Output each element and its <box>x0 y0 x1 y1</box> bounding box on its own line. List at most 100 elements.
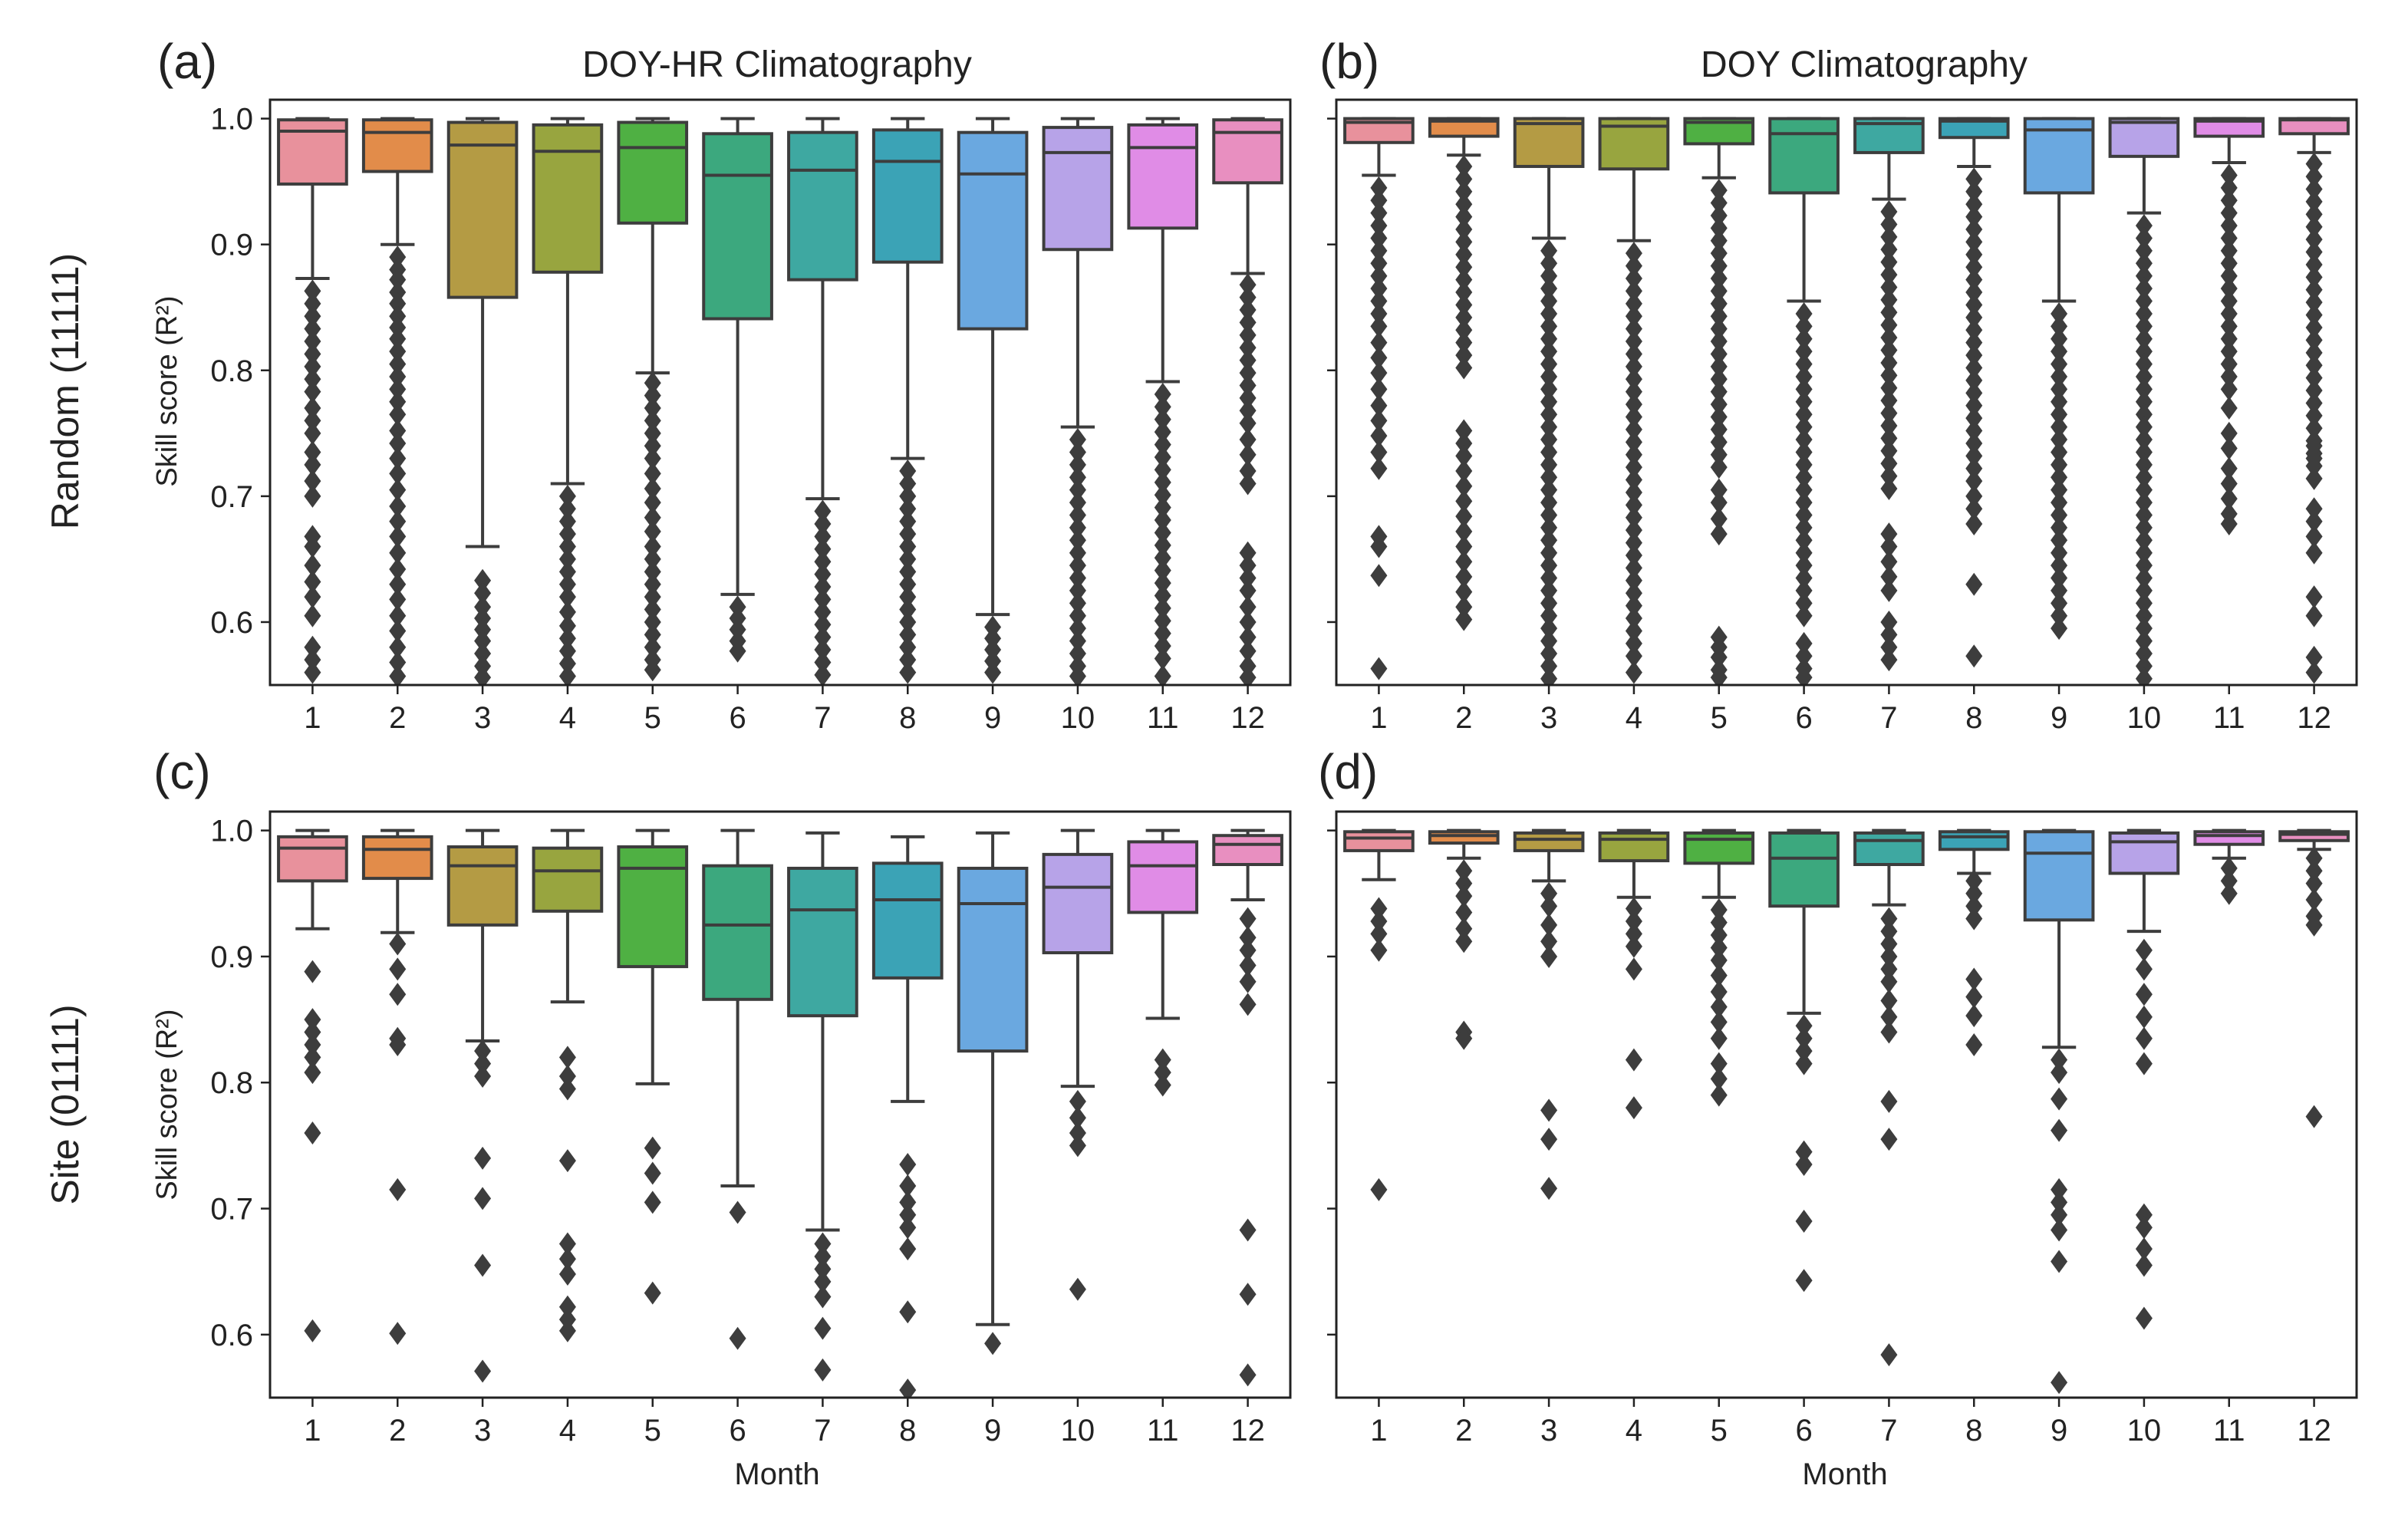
outlier-point <box>1540 453 1558 476</box>
outlier-point <box>1370 214 1388 238</box>
outlier-point <box>558 560 576 584</box>
outlier-point <box>304 330 321 354</box>
outlier-point <box>1625 556 1642 580</box>
outlier-point <box>899 1237 917 1261</box>
outlier-point <box>1154 509 1171 532</box>
panel-c-x-axis-label: Month <box>734 1457 819 1491</box>
outlier-point <box>1154 521 1171 545</box>
outlier-point <box>899 560 917 584</box>
outlier-point <box>304 1046 321 1069</box>
outlier-point <box>1069 515 1086 539</box>
outlier-point <box>2220 436 2238 460</box>
outlier-point <box>1540 617 1558 641</box>
outlier-point <box>1455 535 1473 558</box>
box-iqr <box>617 120 689 225</box>
outlier-point <box>1625 506 1642 529</box>
outlier-point <box>2051 1218 2068 1242</box>
outlier-point <box>1154 571 1171 595</box>
outlier-point <box>1069 428 1086 452</box>
outlier-point <box>304 317 321 341</box>
outlier-point <box>1239 459 1257 483</box>
outlier-point <box>1965 193 1983 216</box>
box-month-4 <box>532 117 604 685</box>
y-tick-label: 0.6 <box>210 1319 253 1352</box>
outlier-point <box>1880 427 1898 450</box>
outlier-point <box>474 568 492 592</box>
outlier-point <box>389 588 407 611</box>
outlier-point <box>1455 474 1473 498</box>
outlier-point <box>1455 565 1473 588</box>
outlier-point <box>474 1065 492 1088</box>
outlier-point <box>2135 453 2153 476</box>
outlier-point <box>304 453 321 476</box>
outlier-point <box>1965 881 1983 905</box>
box-month-8 <box>871 835 944 1398</box>
outlier-point <box>1540 1177 1558 1200</box>
outlier-point <box>2135 529 2153 552</box>
box-iqr <box>532 846 604 913</box>
outlier-point <box>2135 289 2153 313</box>
outlier-point <box>2305 888 2323 912</box>
outlier-point <box>2051 428 2068 452</box>
outlier-point <box>1880 907 1898 930</box>
panel-d-letter: (d) <box>1318 744 1378 799</box>
outlier-point <box>1880 989 1898 1013</box>
outlier-point <box>1370 277 1388 301</box>
outlier-point <box>1540 491 1558 515</box>
outlier-point <box>1239 639 1257 663</box>
outlier-point <box>1880 1089 1898 1113</box>
outlier-point <box>304 1061 321 1085</box>
outlier-point <box>2305 252 2323 276</box>
outlier-point <box>899 484 917 508</box>
box-month-2 <box>361 117 433 685</box>
outlier-point <box>2220 327 2238 351</box>
outlier-point <box>1239 993 1257 1016</box>
box-month-9 <box>957 117 1029 684</box>
outlier-point <box>899 598 917 621</box>
outlier-point <box>1965 356 1983 380</box>
outlier-point <box>1455 281 1473 305</box>
outlier-point <box>558 652 576 676</box>
outlier-point <box>899 585 917 609</box>
outlier-point <box>899 1191 917 1214</box>
outlier-point <box>1540 654 1558 678</box>
outlier-point <box>1540 913 1558 937</box>
outlier-point <box>389 619 407 643</box>
x-tick-label: 4 <box>1626 701 1642 735</box>
outlier-point <box>1880 623 1898 647</box>
axes-frame <box>1335 98 2358 687</box>
outlier-point <box>1625 909 1642 933</box>
outlier-point <box>389 390 407 413</box>
outlier-point <box>2135 428 2153 452</box>
outlier-point <box>1795 591 1813 615</box>
outlier-point <box>1880 920 1898 944</box>
outlier-point <box>558 1077 576 1101</box>
outlier-point <box>644 598 661 621</box>
outlier-point <box>899 1378 917 1398</box>
outlier-point <box>1625 519 1642 542</box>
outlier-point <box>984 1332 1002 1355</box>
outlier-point <box>2051 301 2068 325</box>
outlier-point <box>1625 644 1642 668</box>
y-tick-label: 0.9 <box>210 940 253 974</box>
outlier-point <box>1370 657 1388 680</box>
outlier-point <box>1710 229 1728 252</box>
outlier-point <box>2220 881 2238 905</box>
box-month-7 <box>1853 117 1925 672</box>
outlier-point <box>304 342 321 366</box>
box-month-9 <box>2023 117 2095 641</box>
outlier-point <box>1880 648 1898 672</box>
outlier-point <box>2220 856 2238 880</box>
outlier-point <box>2135 377 2153 401</box>
outlier-point <box>1880 389 1898 413</box>
outlier-point <box>1239 578 1257 602</box>
outlier-point <box>1455 167 1473 191</box>
outlier-point <box>2135 604 2153 627</box>
outlier-point <box>2305 165 2323 189</box>
outlier-point <box>1965 167 1983 191</box>
outlier-point <box>1370 409 1388 433</box>
outlier-point <box>1710 456 1728 479</box>
outlier-point <box>1370 377 1388 401</box>
outlier-point <box>1370 440 1388 464</box>
outlier-point <box>304 660 321 684</box>
